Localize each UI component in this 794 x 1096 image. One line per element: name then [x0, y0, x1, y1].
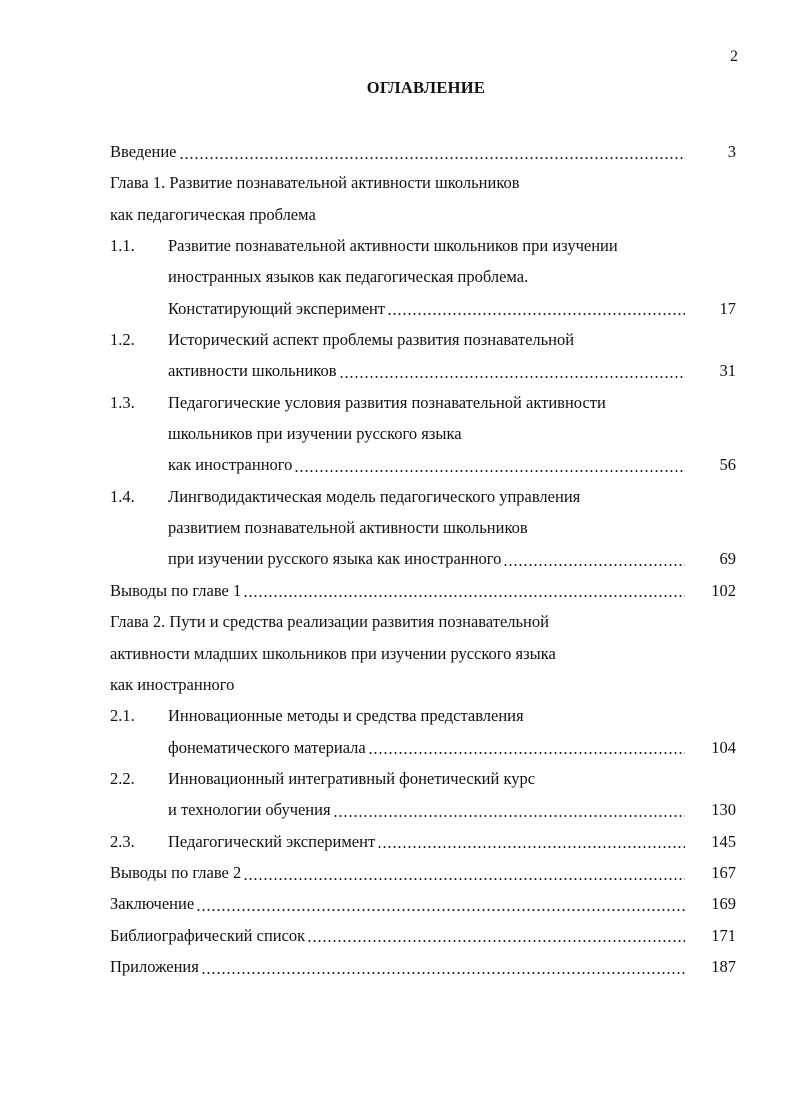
entry-title: Педагогические условия развития познават…: [168, 392, 606, 412]
entry-page-number: 17: [719, 298, 737, 318]
leader-dots: [294, 469, 685, 474]
section-number: 2.1.: [110, 706, 135, 726]
entry-title: как педагогическая проблема: [110, 204, 316, 224]
toc-entry: 2.3. Педагогический эксперимент 145: [110, 826, 736, 857]
entry-page-number: 169: [711, 894, 736, 914]
entry-title: Заключение: [110, 894, 195, 914]
entry-title: Глава 1. Развитие познавательной активно…: [110, 173, 520, 193]
entry-title: школьников при изучении русского языка: [168, 424, 462, 444]
entry-page-number: 3: [727, 142, 736, 161]
leader-dots: [367, 751, 685, 756]
entry-title: Приложения: [110, 956, 199, 976]
entry-page-number: 56: [719, 455, 737, 475]
entry-title: Исторический аспект проблемы развития по…: [168, 330, 575, 350]
section-number: 2.3.: [110, 831, 135, 851]
entry-title: Выводы по главе 2: [110, 862, 242, 882]
leader-dots: [307, 939, 685, 944]
leader-dots: [196, 907, 685, 912]
entry-title: Выводы по главе 1: [110, 580, 242, 600]
toc-entry: Библиографический список 171: [110, 920, 736, 951]
entry-title: активности школьников: [168, 361, 337, 381]
entry-title: Развитие познавательной активности школь…: [168, 236, 618, 256]
section-number: 1.2.: [110, 330, 135, 350]
toc-entry: Глава 1. Развитие познавательной активно…: [110, 167, 736, 198]
leader-dots: [338, 375, 685, 380]
entry-title: развитием познавательной активности школ…: [168, 518, 528, 538]
toc-entry: развитием познавательной активности школ…: [110, 512, 736, 543]
toc-entry: Констатирующий эксперимент 17: [110, 293, 736, 324]
toc-entry: активности младших школьников при изучен…: [110, 638, 736, 669]
leader-dots: [200, 970, 685, 975]
toc-entry: и технологии обучения 130: [110, 794, 736, 825]
entry-title: Констатирующий эксперимент: [168, 298, 386, 318]
entry-title: и технологии обучения: [168, 800, 331, 820]
entry-page-number: 31: [719, 361, 737, 381]
toc-entry: 1.4. Лингводидактическая модель педагогич…: [110, 481, 736, 512]
toc-entry: школьников при изучении русского языка: [110, 418, 736, 449]
toc-entry: 1.2. Исторический аспект проблемы развити…: [110, 324, 736, 355]
entry-title: Библиографический список: [110, 925, 306, 945]
leader-dots: [503, 563, 685, 568]
section-number: 1.3.: [110, 392, 135, 412]
entry-page-number: 102: [711, 580, 736, 600]
section-number: 1.4.: [110, 486, 135, 506]
leader-dots: [178, 155, 685, 160]
toc-entry: при изучении русского языка как иностран…: [110, 543, 736, 574]
toc-entry: 1.1. Развитие познавательной активности ш…: [110, 230, 736, 261]
toc-entry: Глава 2. Пути и средства реализации разв…: [110, 606, 736, 637]
page-title: ОГЛАВЛЕНИЕ: [366, 78, 486, 97]
leader-dots: [243, 876, 685, 881]
toc-entry: активности школьников 31: [110, 355, 736, 386]
section-number: 1.1.: [110, 236, 135, 256]
section-number: 2.2.: [110, 768, 135, 788]
entry-page-number: 187: [711, 956, 736, 976]
table-of-contents: Введение 3 Глава 1. Развитие познавательно…: [110, 136, 736, 982]
toc-entry: 1.3. Педагогические условия развития позн…: [110, 387, 736, 418]
toc-entry: как педагогическая проблема: [110, 199, 736, 230]
entry-title: фонематического материала: [168, 737, 366, 757]
entry-title: Введение: [110, 142, 177, 161]
toc-entry: Введение 3: [110, 136, 736, 167]
toc-entry: как иностранного 56: [110, 449, 736, 480]
entry-title: активности младших школьников при изучен…: [110, 643, 556, 663]
toc-entry: Заключение 169: [110, 888, 736, 919]
entry-title: при изучении русского языка как иностран…: [168, 549, 502, 569]
entry-title: иностранных языков как педагогическая пр…: [168, 267, 529, 287]
entry-page-number: 104: [711, 737, 736, 757]
entry-title: Глава 2. Пути и средства реализации разв…: [110, 612, 549, 632]
toc-entry: Выводы по главе 2 167: [110, 857, 736, 888]
entry-page-number: 69: [719, 549, 737, 569]
entry-page-number: 171: [711, 925, 736, 945]
entry-title: как иностранного: [168, 455, 293, 475]
entry-page-number: 145: [711, 831, 736, 851]
toc-entry: как иностранного: [110, 669, 736, 700]
toc-entry: Приложения 187: [110, 951, 736, 982]
entry-title: как иностранного: [110, 674, 235, 694]
leader-dots: [243, 594, 685, 599]
page-number: 2: [730, 48, 738, 65]
entry-title: Инновационный интегративный фонетический…: [168, 768, 536, 788]
entry-title: Педагогический эксперимент: [168, 831, 376, 851]
toc-entry: фонематического материала 104: [110, 732, 736, 763]
toc-entry: Выводы по главе 1 102: [110, 575, 736, 606]
leader-dots: [387, 312, 685, 317]
leader-dots: [332, 813, 685, 818]
toc-entry: иностранных языков как педагогическая пр…: [110, 261, 736, 292]
toc-entry: 2.1. Инновационные методы и средства пред…: [110, 700, 736, 731]
entry-title: Лингводидактическая модель педагогическо…: [168, 486, 581, 506]
entry-page-number: 130: [711, 800, 736, 820]
entry-page-number: 167: [711, 862, 736, 882]
toc-entry: 2.2. Инновационный интегративный фонетиче…: [110, 763, 736, 794]
entry-title: Инновационные методы и средства представ…: [168, 706, 524, 726]
leader-dots: [377, 845, 685, 850]
